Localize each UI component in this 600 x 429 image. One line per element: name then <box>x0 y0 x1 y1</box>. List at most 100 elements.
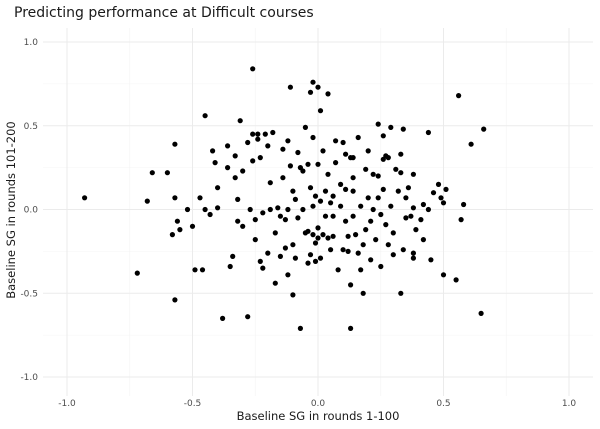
scatter-point <box>272 280 278 286</box>
scatter-point <box>360 290 366 296</box>
scatter-point <box>290 292 296 298</box>
scatter-point <box>282 245 288 251</box>
scatter-point <box>405 185 411 191</box>
scatter-point <box>350 155 356 161</box>
scatter-point <box>134 270 140 276</box>
scatter-point <box>378 211 384 218</box>
scatter-point <box>350 188 356 194</box>
scatter-point <box>363 227 369 233</box>
scatter-point <box>255 136 261 142</box>
scatter-point <box>398 170 404 176</box>
scatter-point <box>315 161 321 167</box>
scatter-point <box>440 272 447 278</box>
scatter-point <box>353 232 359 238</box>
scatter-point <box>215 185 221 191</box>
scatter-point <box>290 188 296 194</box>
scatter-point <box>174 218 180 224</box>
scatter-point <box>312 240 319 246</box>
scatter-point <box>330 213 336 219</box>
scatter-point <box>348 325 354 331</box>
scatter-point <box>172 195 178 201</box>
scatter-point <box>310 134 316 141</box>
chart-title: Predicting performance at Difficult cour… <box>14 5 314 21</box>
scatter-point <box>245 314 251 320</box>
x-tick-label: 0.0 <box>311 399 326 409</box>
scatter-point <box>292 255 298 261</box>
scatter-point <box>325 91 331 97</box>
scatter-point <box>390 230 396 236</box>
scatter-point <box>317 255 324 261</box>
scatter-point <box>343 218 349 224</box>
scatter-point <box>202 206 208 213</box>
scatter-point <box>443 186 449 192</box>
scatter-point <box>420 237 426 243</box>
scatter-point <box>240 223 246 229</box>
x-tick-label: 1.0 <box>562 399 577 409</box>
scatter-point <box>265 143 271 149</box>
data-points <box>82 66 487 331</box>
scatter-point <box>358 203 364 209</box>
scatter-point <box>225 165 231 171</box>
scatter-point <box>207 211 213 218</box>
scatter-point <box>458 217 464 223</box>
scatter-point <box>413 227 419 233</box>
scatter-point <box>315 84 321 90</box>
scatter-point <box>172 141 178 147</box>
scatter-point <box>312 258 319 264</box>
scatter-point <box>385 155 391 161</box>
scatter-point <box>169 232 175 238</box>
scatter-point <box>363 166 369 172</box>
scatter-point <box>338 181 344 187</box>
scatter-point <box>287 163 293 169</box>
scatter-point <box>385 242 391 248</box>
scatter-point <box>350 175 356 181</box>
scatter-point <box>164 170 170 176</box>
scatter-point <box>333 160 339 166</box>
scatter-point <box>270 129 276 136</box>
scatter-point <box>408 213 414 219</box>
scatter-point <box>267 206 273 213</box>
scatter-point <box>456 93 462 99</box>
tick-labels: -1.0 -0.5 0.0 0.5 1.0 -1.0 -0.5 0.0 0.5 1.0 <box>20 38 576 409</box>
scatter-point <box>320 232 326 238</box>
scatter-point <box>262 131 268 137</box>
scatter-point <box>438 195 444 201</box>
scatter-point <box>260 210 266 216</box>
scatter-point <box>305 228 311 234</box>
scatter-point <box>280 175 286 181</box>
scatter-point <box>420 201 426 208</box>
scatter-point <box>275 205 281 211</box>
scatter-point <box>285 206 291 213</box>
scatter-point <box>305 260 311 266</box>
scatter-point <box>199 267 206 273</box>
scatter-point <box>403 215 409 221</box>
scatter-point <box>425 129 431 136</box>
scatter-point <box>410 171 416 177</box>
scatter-point <box>250 131 256 137</box>
scatter-point <box>295 149 301 156</box>
scatter-point <box>398 151 404 157</box>
scatter-point <box>481 126 487 132</box>
scatter-point <box>317 198 324 204</box>
scatter-point <box>272 230 278 236</box>
scatter-point <box>305 161 311 167</box>
scatter-point <box>235 196 241 202</box>
scatter-point <box>210 148 216 154</box>
scatter-point <box>212 160 218 166</box>
scatter-point <box>418 217 424 223</box>
scatter-point <box>215 205 221 211</box>
scatter-point <box>189 223 196 229</box>
scatter-point <box>368 218 374 224</box>
scatter-point <box>388 124 394 130</box>
scatter-point <box>250 158 256 164</box>
scatter-point <box>240 168 246 174</box>
scatter-point <box>230 253 236 259</box>
scatter-point <box>235 218 241 224</box>
scatter-point <box>290 242 296 248</box>
scatter-point <box>280 146 286 152</box>
scatter-point <box>247 206 253 213</box>
scatter-point <box>177 227 183 233</box>
scatter-point <box>333 138 339 144</box>
scatter-point <box>315 235 321 241</box>
